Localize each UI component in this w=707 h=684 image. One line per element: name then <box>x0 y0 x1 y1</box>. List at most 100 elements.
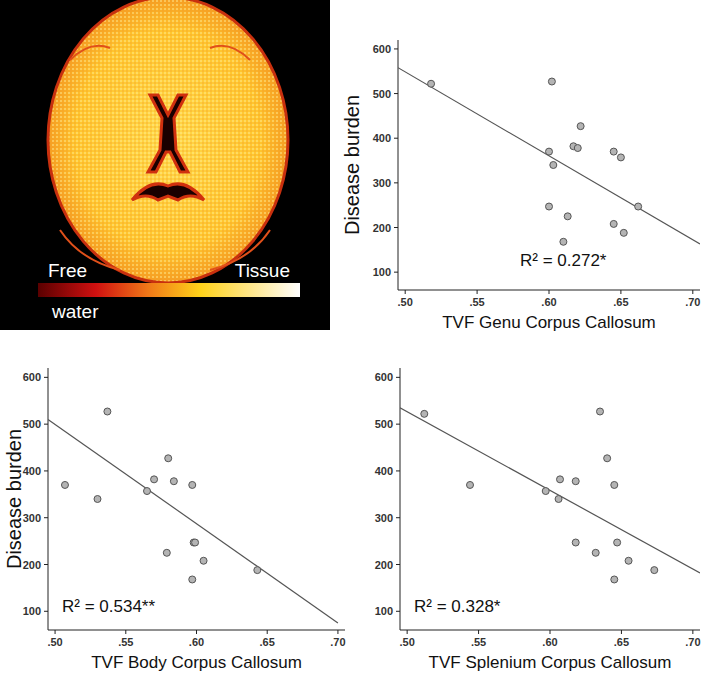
brain-rim <box>48 0 288 283</box>
x-tick-label: .55 <box>118 636 133 648</box>
y-tick-label: 300 <box>373 177 391 189</box>
data-point <box>564 213 571 220</box>
y-axis <box>48 368 49 630</box>
data-point <box>548 78 555 85</box>
y-tick-label: 500 <box>23 418 41 430</box>
annotation: R² = 0.328* <box>414 597 501 616</box>
data-point <box>421 410 428 417</box>
y-tick <box>394 227 398 228</box>
data-point <box>151 476 158 483</box>
x-tick <box>621 630 622 634</box>
y-tick <box>394 138 398 139</box>
y-axis-label: Disease burden <box>3 429 25 569</box>
y-tick-label: 200 <box>373 222 391 234</box>
x-tick <box>196 630 197 634</box>
y-tick <box>396 470 400 471</box>
x-tick <box>478 630 479 634</box>
data-point <box>542 488 549 495</box>
x-tick-label: .50 <box>398 296 413 308</box>
y-tick-label: 500 <box>373 88 391 100</box>
y-tick <box>44 424 48 425</box>
data-point <box>610 220 617 227</box>
brain-map: Freewater Tissue <box>0 0 330 330</box>
data-point <box>635 203 642 210</box>
data-point <box>144 488 151 495</box>
brain-tissue <box>48 0 288 283</box>
y-tick-label: 600 <box>23 371 41 383</box>
data-point <box>651 567 658 574</box>
plot-area <box>398 68 700 246</box>
y-tick-label: 300 <box>23 512 41 524</box>
data-point <box>572 478 579 485</box>
x-axis-label: TVF Splenium Corpus Callosum <box>429 653 672 672</box>
data-point <box>165 455 172 462</box>
x-axis-label: TVF Genu Corpus Callosum <box>442 313 656 332</box>
data-point <box>428 80 435 87</box>
y-tick-label: 400 <box>23 465 41 477</box>
y-tick <box>394 272 398 273</box>
y-tick <box>44 564 48 565</box>
data-point <box>104 408 111 415</box>
x-tick <box>692 290 693 294</box>
x-tick <box>549 290 550 294</box>
x-tick <box>407 630 408 634</box>
data-point <box>546 203 553 210</box>
brain-texture <box>48 0 288 283</box>
x-tick-label: .70 <box>685 296 700 308</box>
y-tick-label: 200 <box>23 559 41 571</box>
y-tick-label: 100 <box>373 266 391 278</box>
x-tick <box>692 630 693 634</box>
x-tick-label: .55 <box>471 636 486 648</box>
data-point <box>192 539 199 546</box>
colorbar-label: Freewater <box>48 260 99 322</box>
y-axis <box>398 40 399 290</box>
data-point <box>572 539 579 546</box>
data-point <box>94 496 101 503</box>
data-point <box>61 481 68 488</box>
data-point <box>592 549 599 556</box>
data-point <box>611 576 618 583</box>
plot-area <box>48 408 338 623</box>
y-tick <box>44 377 48 378</box>
data-point <box>254 567 261 574</box>
data-point <box>574 145 581 152</box>
y-tick <box>394 48 398 49</box>
colorbar-label: Tissue <box>235 260 290 281</box>
y-tick <box>44 611 48 612</box>
data-point <box>577 123 584 130</box>
data-point <box>620 229 627 236</box>
data-point <box>610 148 617 155</box>
y-tick-label: 100 <box>23 605 41 617</box>
data-point <box>611 481 618 488</box>
x-tick-label: .65 <box>613 296 628 308</box>
scatter-chart: 100200300400500600.50.55.60.65.70TVF Gen… <box>341 40 700 332</box>
y-tick-label: 400 <box>375 465 393 477</box>
data-point <box>189 481 196 488</box>
y-tick <box>396 424 400 425</box>
data-point <box>625 557 632 564</box>
x-tick <box>55 630 56 634</box>
x-tick-label: .60 <box>189 636 204 648</box>
x-tick <box>125 630 126 634</box>
data-point <box>189 576 196 583</box>
annotation: R² = 0.534** <box>62 597 155 616</box>
y-tick-label: 500 <box>375 418 393 430</box>
x-tick <box>620 290 621 294</box>
data-point <box>170 478 177 485</box>
colorbar-label-part: water <box>51 301 99 322</box>
data-point <box>163 549 170 556</box>
data-point <box>200 557 207 564</box>
x-tick-label: .50 <box>399 636 414 648</box>
data-point <box>614 539 621 546</box>
data-point <box>604 455 611 462</box>
x-tick-label: .65 <box>614 636 629 648</box>
data-point <box>550 162 557 169</box>
y-tick-label: 100 <box>375 605 393 617</box>
annotation: R² = 0.272* <box>520 251 607 270</box>
ventricles-frontal <box>148 95 188 172</box>
x-tick <box>267 630 268 634</box>
x-tick-label: .60 <box>542 636 557 648</box>
x-tick <box>477 290 478 294</box>
data-point <box>546 148 553 155</box>
scatter-chart: 100200300400500600.50.55.60.65.70TVF Bod… <box>3 368 346 672</box>
